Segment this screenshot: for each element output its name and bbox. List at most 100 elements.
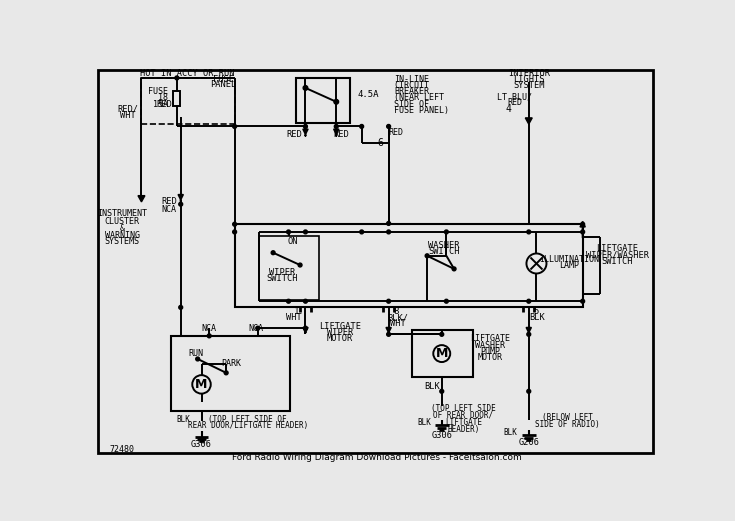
Text: BLK: BLK [417,418,431,427]
Text: 18: 18 [157,93,168,103]
Text: WHT: WHT [286,313,302,322]
Text: WHT: WHT [390,319,406,328]
Text: (TOP LEFT SIDE OF: (TOP LEFT SIDE OF [209,415,287,424]
Circle shape [387,230,390,234]
Text: REAR DOOR/LIFTGATE HEADER): REAR DOOR/LIFTGATE HEADER) [187,421,308,430]
Text: NCA: NCA [162,205,176,214]
Text: IN-LINE: IN-LINE [394,75,429,84]
Text: WASHER: WASHER [429,241,460,250]
Circle shape [387,221,390,226]
Circle shape [298,263,302,267]
Text: WIPER: WIPER [269,268,295,277]
Text: RED: RED [157,101,173,109]
Text: RED: RED [333,130,348,139]
Bar [141,78,234,124]
Text: 6: 6 [377,139,383,148]
Circle shape [527,230,531,234]
Text: (BELOW LEFT: (BELOW LEFT [542,413,592,422]
Circle shape [303,85,308,90]
Circle shape [527,299,531,303]
Circle shape [387,299,390,303]
Bar [259,236,318,300]
Circle shape [196,357,200,361]
Text: SYSTEM: SYSTEM [513,81,545,90]
Text: BLK: BLK [529,313,545,322]
Circle shape [233,222,237,226]
Circle shape [527,332,531,336]
Text: (TOP LEFT SIDE: (TOP LEFT SIDE [431,404,495,413]
Text: RED: RED [389,128,404,137]
Bar [296,78,350,122]
Text: 72480: 72480 [109,444,134,454]
Text: RED: RED [507,98,523,107]
Text: M: M [436,347,448,360]
Circle shape [440,389,444,393]
Circle shape [271,251,275,255]
Circle shape [445,299,448,303]
Circle shape [224,371,228,375]
Circle shape [233,125,237,128]
Circle shape [387,125,390,128]
Text: HEADER): HEADER) [447,425,479,433]
Text: 1: 1 [293,307,299,316]
Text: SYSTEMS: SYSTEMS [104,238,140,246]
Circle shape [527,389,531,393]
Text: SIDE OF: SIDE OF [394,100,429,108]
Text: WARNING: WARNING [104,230,140,240]
Circle shape [256,326,259,330]
Text: ILLUMINATION: ILLUMINATION [539,255,600,264]
Text: BLK: BLK [503,428,517,437]
Text: SIDE OF RADIO): SIDE OF RADIO) [535,420,600,429]
Text: HOT IN ACCY OR RUN: HOT IN ACCY OR RUN [140,69,235,78]
Circle shape [287,299,290,303]
Text: WASHER: WASHER [476,341,505,350]
Text: 15A: 15A [153,100,168,108]
Text: RUN: RUN [189,349,204,358]
Text: CIRCUIT: CIRCUIT [394,81,429,90]
Circle shape [304,230,307,234]
Bar [412,330,473,377]
Text: PANEL: PANEL [210,80,236,89]
Text: MOTOR: MOTOR [327,334,354,343]
Text: ON: ON [287,238,298,246]
Text: INSTRUMENT: INSTRUMENT [97,209,147,218]
Bar [173,91,180,106]
Circle shape [581,299,584,303]
Text: OF REAR DOOR/: OF REAR DOOR/ [433,411,493,420]
Text: M: M [196,378,208,391]
Polygon shape [138,196,145,202]
Text: PARK: PARK [220,359,241,368]
Text: BLK/: BLK/ [387,314,409,322]
Text: 5: 5 [534,307,539,316]
Text: FUSE: FUSE [212,75,234,84]
Text: LIFTGATE: LIFTGATE [470,334,510,343]
Text: RED: RED [287,130,303,139]
Circle shape [233,230,237,234]
Circle shape [445,230,448,234]
Circle shape [359,230,364,234]
Text: CLUSTER: CLUSTER [104,217,140,226]
Text: Ford Radio Wiring Diagram Download Pictures - Faceitsalon.com: Ford Radio Wiring Diagram Download Pictu… [232,453,522,462]
Text: SWITCH: SWITCH [429,247,460,256]
Circle shape [175,76,179,80]
Circle shape [387,332,390,336]
Circle shape [304,125,307,128]
Circle shape [334,100,339,104]
Text: G206: G206 [518,438,539,448]
Text: INTERIOR: INTERIOR [508,69,550,78]
Text: RED: RED [161,197,177,206]
Text: WIPER: WIPER [327,328,354,337]
Text: &: & [120,224,125,232]
Text: SWITCH: SWITCH [267,275,298,283]
Text: (NEAR LEFT: (NEAR LEFT [394,93,444,103]
Polygon shape [526,118,532,124]
Text: LIGHTS: LIGHTS [513,75,545,84]
Circle shape [581,230,584,234]
Text: G306: G306 [191,440,212,449]
Text: LIFTGATE: LIFTGATE [445,418,482,427]
Text: LT BLU/: LT BLU/ [498,93,532,102]
Bar [234,224,583,307]
Text: FUSE PANEL): FUSE PANEL) [394,106,449,115]
Circle shape [581,222,584,226]
Text: WHT: WHT [120,111,135,120]
